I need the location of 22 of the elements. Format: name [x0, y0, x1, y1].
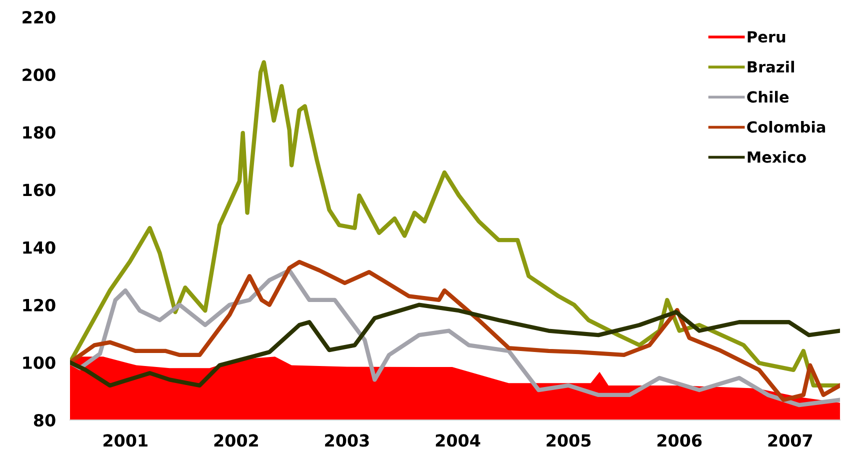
x-tick-label: 2007: [768, 434, 812, 447]
y-tick-label: 220: [22, 10, 56, 24]
x-tick-label: 2001: [104, 434, 148, 447]
x-tick-label: 2006: [657, 434, 702, 447]
x-tick-label: 2004: [436, 434, 480, 447]
legend-label: Chile: [747, 90, 789, 103]
x-tick-label: 2002: [214, 434, 258, 447]
legend-label: Colombia: [747, 120, 826, 133]
y-tick-label: 180: [23, 126, 56, 139]
legend-label: Mexico: [748, 151, 806, 163]
y-tick-label: 200: [22, 68, 56, 82]
y-tick-label: 100: [23, 356, 56, 369]
line-series: [70, 302, 840, 388]
line-series: [70, 60, 840, 388]
y-tick-label: 80: [34, 414, 56, 427]
y-tick-label: 120: [23, 298, 56, 312]
y-tick-label: 140: [23, 241, 56, 254]
y-tick-label: 160: [23, 184, 56, 196]
x-tick-label: 2005: [546, 434, 591, 447]
x-tick-label: 2003: [325, 434, 369, 447]
legend-label: Peru: [748, 31, 786, 43]
legend-label: Brazil: [748, 60, 794, 73]
